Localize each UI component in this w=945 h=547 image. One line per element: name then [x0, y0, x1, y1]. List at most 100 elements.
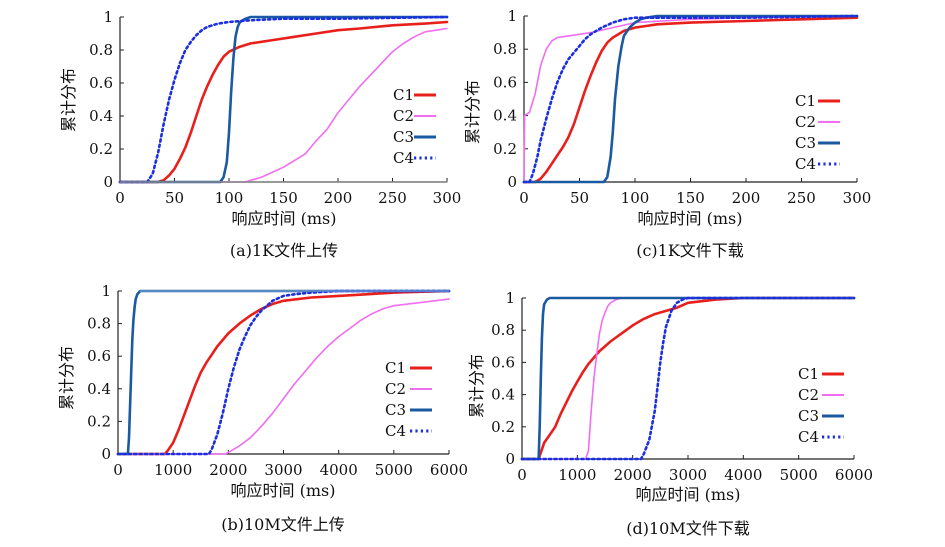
y-tick-label: 0.8 [493, 40, 517, 58]
series-line-c1 [118, 20, 449, 184]
y-tick-label: 1 [507, 7, 517, 25]
legend-label-c1: C1 [385, 359, 406, 377]
x-axis-label: 响应时间 (ms) [636, 485, 741, 504]
y-tick-label: 0.6 [491, 353, 515, 371]
x-axis-label: 响应时间 (ms) [638, 209, 743, 228]
x-tick-label: 100 [621, 189, 650, 207]
y-tick-label: 0 [505, 450, 515, 468]
x-tick-label: 3000 [264, 461, 302, 479]
y-tick-label: 0.4 [493, 107, 517, 125]
legend-label-c4: C4 [795, 155, 816, 173]
legend: C1 C2 C3 C4 [393, 86, 436, 167]
x-tick-label: 4000 [320, 461, 358, 479]
legend-label-c2: C2 [393, 107, 414, 125]
x-tick-label: 5000 [375, 461, 413, 479]
chart-panel-0: 0 50 100 150 200 250 300 0 0.2 0.4 0.6 0.8 1 响应时间 (ms… [59, 8, 461, 260]
chart-caption: (c)1K文件下载 [636, 241, 744, 260]
y-tick-label: 0 [103, 173, 113, 191]
x-axis-label: 响应时间 (ms) [232, 209, 337, 228]
series-line-c1 [522, 16, 859, 184]
series-line-c1 [520, 296, 856, 461]
x-tick-label: 200 [324, 189, 353, 207]
x-tick-label: 2000 [614, 466, 652, 484]
series-line-c2 [521, 297, 855, 460]
x-tick-label: 100 [215, 189, 244, 207]
x-tick-label: 6000 [430, 461, 468, 479]
x-tick-label: 300 [843, 189, 872, 207]
x-tick-label: 0 [519, 189, 529, 207]
legend-label-c2: C2 [385, 380, 406, 398]
y-tick-label: 0.6 [493, 73, 517, 91]
x-tick-label: 4000 [724, 466, 762, 484]
y-tick-label: 0 [507, 173, 517, 191]
y-axis-label: 累计分布 [467, 354, 486, 418]
series-line-c4 [116, 289, 451, 456]
y-axis-label: 累计分布 [57, 346, 76, 410]
y-tick-label: 0.2 [491, 418, 515, 436]
series-line-c3 [118, 15, 449, 184]
series-line-c1 [116, 289, 451, 456]
y-tick-label: 0 [101, 445, 111, 463]
chart-panel-2: 0 1000 2000 3000 4000 5000 6000 0 0.2 0.4 0.6 0.8 1 响… [57, 282, 468, 534]
x-tick-label: 0 [113, 461, 123, 479]
y-tick-label: 1 [103, 8, 113, 26]
series-line-c2 [523, 15, 858, 183]
y-tick-label: 0.2 [89, 140, 113, 158]
y-tick-label: 0.2 [493, 140, 517, 158]
x-tick-label: 3000 [669, 466, 707, 484]
legend-label-c3: C3 [795, 134, 816, 152]
x-tick-label: 0 [517, 466, 527, 484]
y-tick-label: 0.8 [491, 321, 515, 339]
y-tick-label: 0.8 [89, 41, 113, 59]
legend: C1 C2 C3 C4 [798, 365, 844, 446]
y-axis-label: 累计分布 [59, 68, 78, 132]
x-axis-label: 响应时间 (ms) [231, 481, 336, 500]
x-tick-label: 2000 [209, 461, 247, 479]
y-tick-label: 1 [101, 282, 111, 300]
y-tick-label: 0.4 [87, 380, 111, 398]
y-tick-label: 0.4 [89, 107, 113, 125]
legend-label-c2: C2 [795, 113, 816, 131]
legend: C1 C2 C3 C4 [385, 359, 432, 440]
legend-label-c1: C1 [393, 86, 414, 104]
series-line-c3 [520, 296, 856, 461]
legend-label-c4: C4 [393, 149, 414, 167]
x-tick-label: 50 [570, 189, 589, 207]
series-line-c4 [118, 15, 449, 184]
series-line-c4 [520, 296, 856, 461]
series-line-c4 [522, 14, 859, 184]
y-tick-label: 0.2 [87, 412, 111, 430]
x-tick-label: 250 [378, 189, 407, 207]
chart-panel-1: 0 50 100 150 200 250 300 0 0.2 0.4 0.6 0.8 1 响应时间 (ms… [463, 7, 871, 260]
legend-label-c3: C3 [798, 407, 819, 425]
legend-label-c3: C3 [385, 401, 406, 419]
x-tick-label: 1000 [154, 461, 192, 479]
y-tick-label: 1 [505, 289, 515, 307]
chart-caption: (b)10M文件上传 [221, 515, 344, 534]
y-tick-label: 0.8 [87, 315, 111, 333]
y-tick-label: 0.6 [87, 347, 111, 365]
x-tick-label: 300 [433, 189, 462, 207]
legend-label-c1: C1 [795, 92, 816, 110]
legend-label-c4: C4 [385, 422, 406, 440]
chart-caption: (d)10M文件下载 [626, 519, 749, 538]
x-tick-label: 5000 [780, 466, 818, 484]
x-tick-label: 50 [165, 189, 184, 207]
legend-label-c2: C2 [798, 386, 819, 404]
y-tick-label: 0.6 [89, 74, 113, 92]
x-tick-label: 1000 [558, 466, 596, 484]
legend-label-c1: C1 [798, 365, 819, 383]
x-tick-label: 250 [787, 189, 816, 207]
x-tick-label: 6000 [835, 466, 873, 484]
y-axis-label: 累计分布 [463, 80, 482, 144]
x-tick-label: 150 [676, 189, 705, 207]
legend: C1 C2 C3 C4 [795, 92, 840, 173]
y-tick-label: 0.4 [491, 386, 515, 404]
legend-label-c3: C3 [393, 128, 414, 146]
x-tick-label: 0 [115, 189, 125, 207]
chart-caption: (a)1K文件上传 [230, 241, 338, 260]
series-line-c2 [119, 27, 448, 183]
chart-panel-3: 0 1000 2000 3000 4000 5000 6000 0 0.2 0.4 0.6 0.8 1 响… [467, 289, 873, 538]
x-tick-label: 150 [269, 189, 298, 207]
